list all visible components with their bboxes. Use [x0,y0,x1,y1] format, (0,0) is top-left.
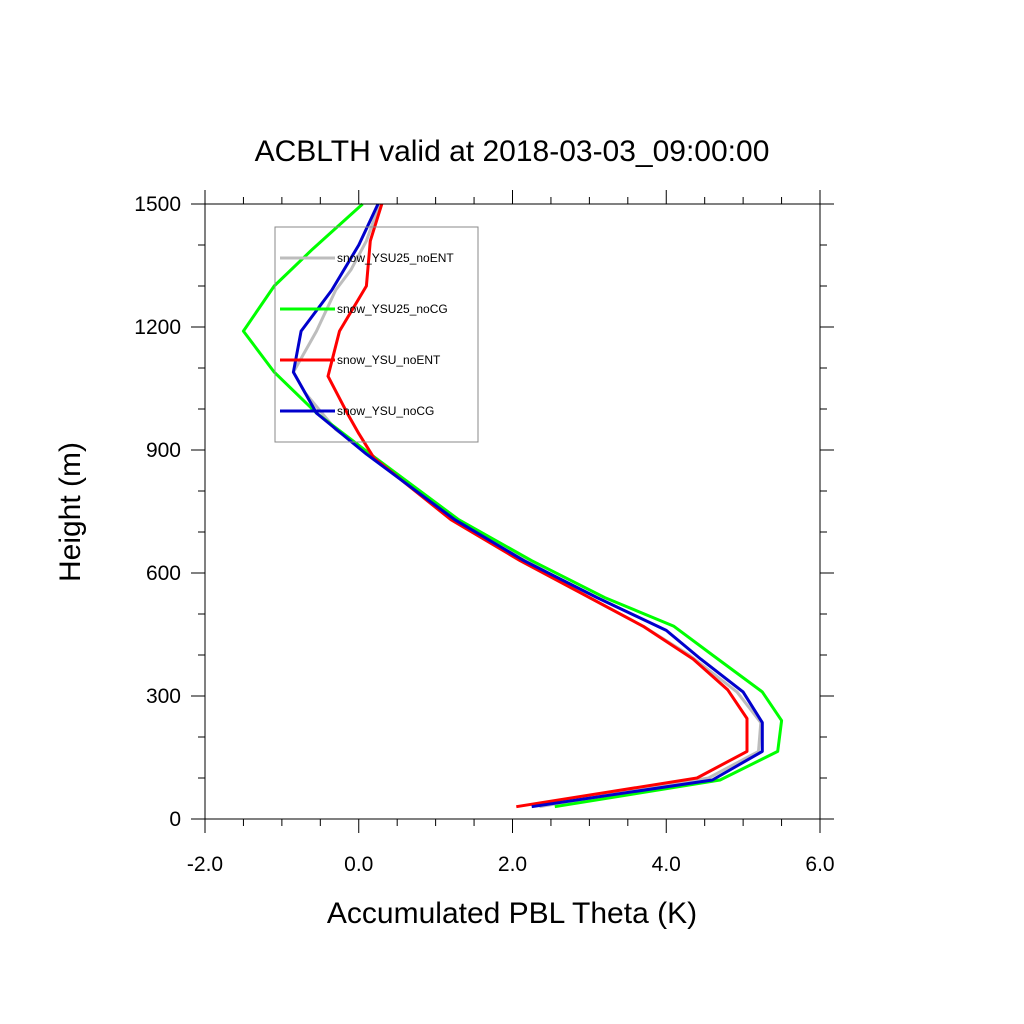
y-tick-label: 300 [146,685,181,708]
series-line-snow_YSU25_noENT [291,203,763,809]
x-tick-label: 2.0 [498,853,527,876]
x-tick-label: 0.0 [344,853,373,876]
series-line-snow_YSU_noCG [291,203,764,809]
y-tick-label: 0 [169,808,181,831]
legend-label: snow_YSU25_noCG [337,302,448,316]
legend-label: snow_YSU_noCG [337,404,434,418]
series-line-snow_YSU25_noCG [241,202,784,809]
y-tick-label: 600 [146,562,181,585]
y-tick-label: 1500 [134,193,181,216]
axes: -2.0 0.0 2.0 4.0 6.0 0 300 600 900 1200 1500 [134,190,835,876]
y-tick-label: 1200 [134,316,181,339]
x-axis-label: Accumulated PBL Theta (K) [327,897,697,930]
y-axis-label: Height (m) [54,442,87,582]
legend-label: snow_YSU25_noENT [337,251,454,265]
series-line-snow_YSU_noENT [326,203,749,809]
y-tick-label: 900 [146,439,181,462]
x-tick-label: 6.0 [805,853,834,876]
plot-frame [204,203,821,820]
x-tick-label: 4.0 [652,853,681,876]
plot-area [241,202,784,809]
legend: snow_YSU25_noENT snow_YSU25_noCG snow_YSU_… [274,226,479,443]
x-tick-label: -2.0 [187,853,223,876]
legend-box [274,226,479,443]
chart-title: ACBLTH valid at 2018-03-03_09:00:00 [255,135,770,168]
legend-label: snow_YSU_noENT [337,353,441,367]
